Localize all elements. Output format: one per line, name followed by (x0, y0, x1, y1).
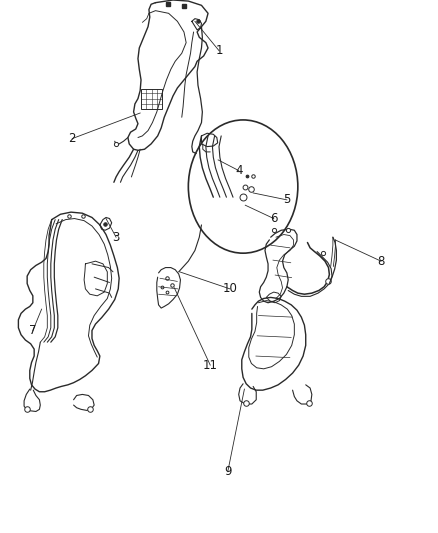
Text: 5: 5 (283, 193, 290, 206)
Text: 11: 11 (203, 359, 218, 372)
Text: 9: 9 (224, 465, 232, 478)
Text: 2: 2 (68, 132, 76, 145)
Text: 10: 10 (223, 282, 237, 295)
Text: 3: 3 (113, 231, 120, 244)
Text: 6: 6 (270, 212, 278, 225)
Text: 7: 7 (29, 324, 37, 337)
Text: 8: 8 (378, 255, 385, 268)
Text: 4: 4 (235, 164, 243, 177)
Text: 1: 1 (215, 44, 223, 57)
Bar (141, 89, 162, 109)
